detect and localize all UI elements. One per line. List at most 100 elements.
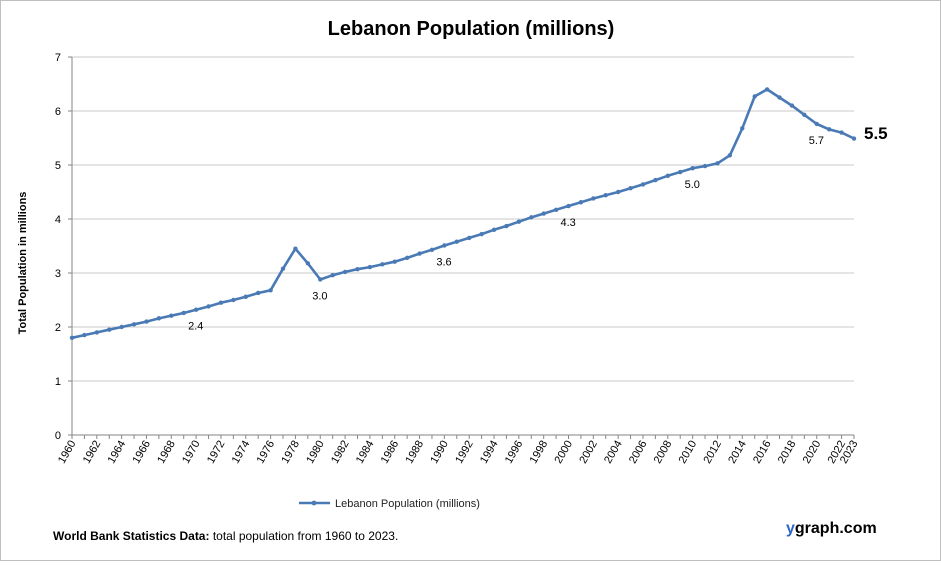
x-tick-label: 2004 [602,439,625,466]
x-tick-label: 1992 [453,439,476,466]
data-point [392,259,397,264]
y-tick-label: 2 [55,322,61,334]
legend: Lebanon Population (millions) [299,498,480,510]
x-tick-label: 1990 [428,439,451,466]
x-tick-label: 2014 [726,439,749,466]
data-point [293,246,298,251]
data-point [218,300,224,305]
series-line [71,88,855,340]
data-point [628,186,633,191]
data-point [615,189,621,195]
brand-logo-rest: graph.com [794,520,877,537]
x-tick-label: 1960 [56,439,79,466]
data-point [789,103,795,108]
data-point [777,95,782,100]
y-tick-label: 3 [55,268,61,280]
data-label: 2.4 [188,321,203,333]
x-tick-label: 2008 [652,439,675,466]
y-tick-label: 6 [55,106,61,118]
data-point [380,262,385,267]
data-point [467,235,472,241]
data-point [119,324,124,330]
data-point [740,126,745,131]
x-tick-label: 1984 [354,439,377,466]
x-tick-label: 2010 [677,439,700,466]
data-point [727,153,733,158]
legend-label: Lebanon Population (millions) [335,498,480,510]
x-tick-label: 1962 [81,439,104,466]
y-tick-labels: 0 1 2 3 4 5 6 7 [55,52,61,442]
data-point [591,196,596,201]
x-tick-label: 2006 [627,439,650,466]
data-point [678,169,683,175]
x-tick-label: 1976 [255,439,278,466]
x-tick-label: 1978 [279,439,302,466]
x-tick-label: 1974 [230,439,253,466]
data-point [193,307,199,312]
x-tick-label: 2000 [552,439,575,466]
data-point [342,269,348,275]
data-label: 5.7 [809,135,824,147]
series-layer [69,87,857,340]
source-note-bold: World Bank Statistics Data: [53,529,210,543]
x-tick-label: 1982 [329,439,352,466]
data-point [131,322,137,327]
data-point [702,163,708,169]
end-value-label: 5.5 [864,124,888,143]
data-point [752,94,757,99]
data-point [839,130,844,135]
data-point [156,316,162,321]
data-point [355,267,360,272]
data-point [529,215,534,220]
data-point [541,211,546,216]
x-tick-label: 2018 [776,439,799,466]
x-tick-label: 2020 [801,439,824,466]
chart-title: Lebanon Population (millions) [328,18,615,40]
data-label: 5.0 [685,179,700,191]
data-point [764,87,770,92]
x-tick-label: 1980 [304,439,327,466]
x-tick-label: 1988 [404,439,427,466]
data-point [715,161,720,166]
data-labels: 2.4 3.0 3.6 4.3 5.0 5.7 [188,135,824,333]
data-point [243,294,248,299]
y-tick-label: 0 [55,430,61,442]
data-point [690,166,695,171]
data-point [491,227,497,232]
data-point [603,193,608,198]
y-tick-label: 4 [55,214,61,226]
data-point [504,223,509,229]
data-point [268,288,273,293]
data-point [82,332,87,338]
x-tick-label: 2002 [577,439,600,466]
data-point [553,207,559,213]
data-point [653,177,658,183]
data-point [231,297,236,303]
data-point [417,251,422,256]
y-tick-label: 7 [55,52,61,64]
x-tick-label: 1968 [155,439,178,466]
data-point [144,319,149,324]
x-tick-label: 1986 [379,439,402,466]
data-point [578,200,584,205]
data-point [255,290,261,296]
data-point [814,121,819,127]
brand-logo: ygraph.com [786,520,877,538]
data-point [318,277,323,282]
data-point [566,203,571,209]
data-point [330,272,335,278]
data-point [181,310,186,316]
x-tick-label: 1998 [528,439,551,466]
data-label: 3.6 [436,256,451,268]
data-point [851,136,857,141]
data-point [169,313,174,318]
y-tick-label: 5 [55,160,61,172]
data-point [107,327,112,332]
x-tick-label: 2012 [701,439,724,466]
data-point [305,261,311,266]
data-point [665,173,671,178]
data-point [802,112,807,117]
data-point [429,247,435,252]
